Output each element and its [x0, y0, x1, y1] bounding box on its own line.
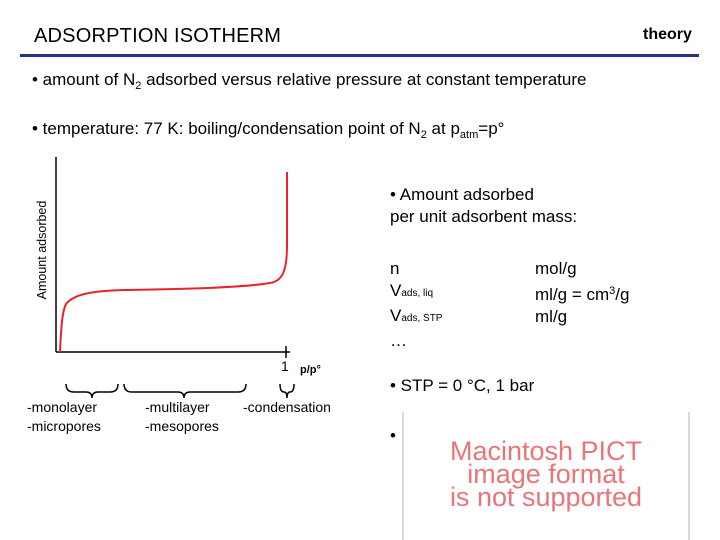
bullet-subscript: 2: [135, 80, 142, 92]
x-axis-label: p/p°: [300, 364, 321, 376]
quantity-symbol: n: [390, 259, 400, 278]
unit-ml-per-g-cm3: ml/g = cm3/g: [535, 280, 629, 306]
region-label-monolayer: -monolayer: [27, 399, 97, 415]
section-tag: theory: [643, 26, 692, 43]
unit-ml-per-g: ml/g: [535, 307, 568, 326]
bullet-text: at p: [426, 119, 460, 138]
stp-bullet: • STP = 0 °C, 1 bar: [390, 376, 535, 395]
amount-line-1: • Amount adsorbed: [390, 185, 534, 204]
placeholder-text-line-2: image format: [467, 459, 625, 489]
quantity-symbol: V: [390, 281, 402, 300]
isotherm-curve: [59, 172, 288, 353]
quantity-symbol: V: [390, 306, 402, 325]
x-tick-label: 1: [281, 358, 289, 374]
unsupported-image-placeholder: Macintosh PICT image format is not suppo…: [402, 412, 690, 540]
isotherm-diagram: Amount adsorbed 1 p/p° -monolayer -micro…: [27, 157, 331, 434]
bullet-text: =p°: [478, 119, 505, 138]
unit-text: ml/g = cm: [535, 285, 610, 304]
region-label-condensation: -condensation: [243, 399, 331, 415]
placeholder-text-line-3: is not supported: [450, 482, 642, 512]
bullet-subscript: atm: [459, 129, 479, 141]
quantity-list: n Vads, liq Vads, STP …: [390, 258, 442, 352]
title-rule: [20, 54, 699, 57]
amount-adsorbed-bullet: • Amount adsorbed per unit adsorbent mas…: [390, 184, 577, 228]
quantity-subscript: ads, liq: [401, 288, 434, 299]
slide-title: ADSORPTION ISOTHERM: [34, 25, 282, 47]
quantity-v-ads-stp: Vads, STP: [390, 305, 442, 330]
empty-bullet: •: [390, 426, 396, 445]
placeholder-text-line-1: Macintosh PICT: [450, 436, 642, 466]
bullet-isotherm-definition: • amount of N2 adsorbed versus relative …: [32, 70, 586, 92]
brace-multilayer: [123, 383, 247, 399]
unit-list: mol/g ml/g = cm3/g ml/g: [535, 258, 629, 328]
unit-superscript: 3: [609, 285, 616, 297]
region-label-mesopores: -mesopores: [145, 418, 219, 434]
quantity-n: n: [390, 258, 442, 280]
bullet-text: • amount of N: [32, 70, 136, 89]
bullet-subscript: 2: [420, 129, 427, 141]
bullet-temperature: • temperature: 77 K: boiling/condensatio…: [32, 119, 504, 141]
unit-mol-per-g: mol/g: [535, 259, 577, 278]
brace-condensation: [279, 383, 295, 399]
bullet-text: • temperature: 77 K: boiling/condensatio…: [32, 119, 421, 138]
bullet-text: adsorbed versus relative pressure at con…: [141, 70, 587, 89]
quantity-symbol: …: [390, 331, 407, 350]
brace-monolayer: [65, 383, 119, 399]
y-axis-label: Amount adsorbed: [35, 201, 49, 300]
quantity-ellipsis: …: [390, 330, 442, 352]
quantity-subscript: ads, STP: [401, 313, 443, 324]
region-label-micropores: -micropores: [27, 418, 101, 434]
amount-line-2: per unit adsorbent mass:: [390, 207, 578, 226]
region-label-multilayer: -multilayer: [145, 399, 210, 415]
unit-text: /g: [615, 285, 630, 304]
quantity-v-ads-liq: Vads, liq: [390, 280, 442, 305]
